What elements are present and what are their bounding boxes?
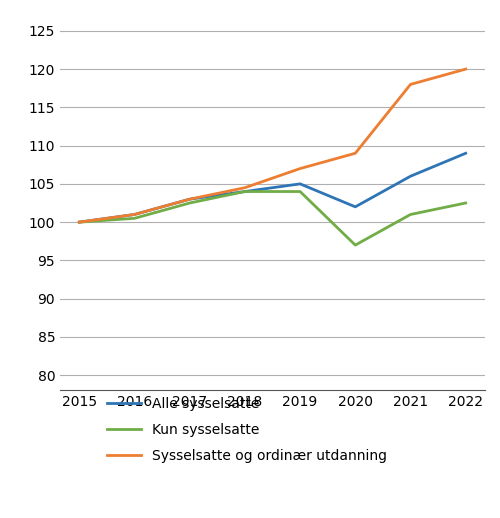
Line: Sysselsatte og ordinær utdanning: Sysselsatte og ordinær utdanning xyxy=(80,69,466,222)
Sysselsatte og ordinær utdanning xyxy=(297,165,303,171)
Alle sysselsatte xyxy=(408,173,414,179)
Sysselsatte og ordinær utdanning xyxy=(76,219,82,225)
Kun sysselsatte xyxy=(352,242,358,248)
Sysselsatte og ordinær utdanning xyxy=(352,150,358,156)
Kun sysselsatte xyxy=(132,215,138,221)
Kun sysselsatte xyxy=(462,200,468,206)
Kun sysselsatte xyxy=(297,189,303,195)
Sysselsatte og ordinær utdanning xyxy=(132,211,138,218)
Legend: Alle sysselsatte, Kun sysselsatte, Sysselsatte og ordinær utdanning: Alle sysselsatte, Kun sysselsatte, Sysse… xyxy=(101,392,393,468)
Kun sysselsatte xyxy=(76,219,82,225)
Sysselsatte og ordinær utdanning xyxy=(186,196,192,203)
Kun sysselsatte xyxy=(242,189,248,195)
Alle sysselsatte xyxy=(352,204,358,210)
Alle sysselsatte xyxy=(462,150,468,156)
Line: Alle sysselsatte: Alle sysselsatte xyxy=(80,153,466,222)
Kun sysselsatte xyxy=(408,211,414,218)
Line: Kun sysselsatte: Kun sysselsatte xyxy=(80,192,466,245)
Kun sysselsatte xyxy=(186,200,192,206)
Alle sysselsatte xyxy=(132,211,138,218)
Sysselsatte og ordinær utdanning xyxy=(242,184,248,191)
Sysselsatte og ordinær utdanning xyxy=(462,66,468,72)
Sysselsatte og ordinær utdanning xyxy=(408,81,414,88)
Alle sysselsatte xyxy=(76,219,82,225)
Alle sysselsatte xyxy=(186,196,192,203)
Alle sysselsatte xyxy=(297,181,303,187)
Alle sysselsatte xyxy=(242,189,248,195)
